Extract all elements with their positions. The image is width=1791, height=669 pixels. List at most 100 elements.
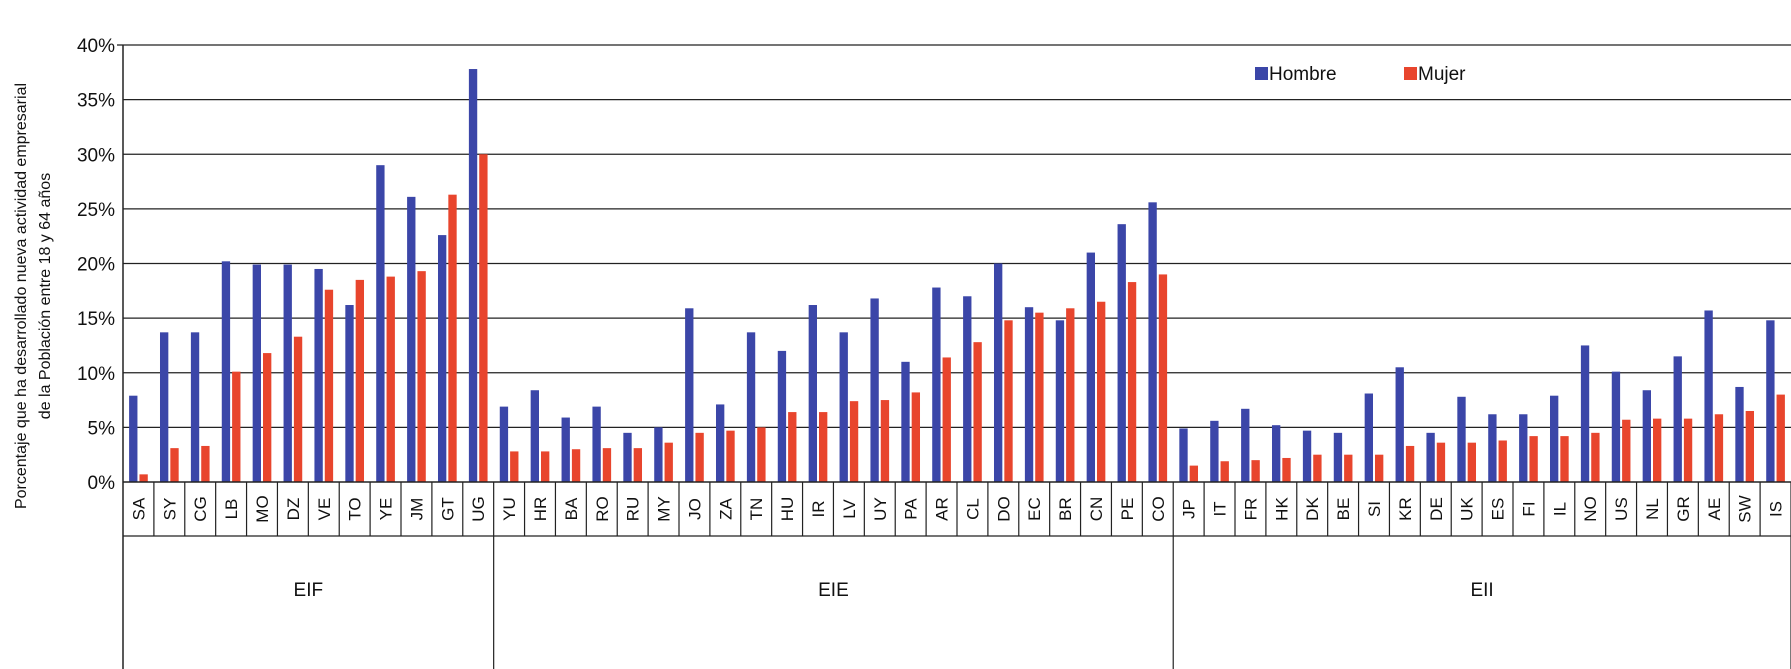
bar-mujer-dz (293, 336, 303, 482)
bar-hombre-uk (1457, 396, 1466, 482)
category-label: VE (315, 498, 334, 521)
category-label: US (1612, 497, 1631, 521)
bar-hombre-fr (1241, 408, 1250, 482)
bar-mujer-it (1220, 461, 1229, 482)
bar-mujer-nl (1653, 418, 1662, 482)
category-label: ZA (716, 497, 735, 519)
bar-mujer-br (1066, 308, 1075, 482)
category-label: DK (1303, 497, 1322, 521)
bar-hombre-ye (376, 165, 385, 483)
category-label: JM (407, 498, 426, 521)
group-label: EII (1470, 580, 1493, 601)
bar-hombre-ae (1704, 310, 1713, 482)
legend-swatch-hombre (1255, 67, 1268, 80)
bar-hombre-us (1611, 371, 1621, 482)
category-label: TO (346, 497, 365, 520)
category-label: IL (1550, 502, 1569, 516)
bar-hombre-mo (252, 264, 261, 482)
category-label: LV (840, 499, 859, 519)
group-label: EIE (818, 580, 849, 601)
category-label: DO (994, 496, 1013, 522)
category-label: FR (1241, 498, 1260, 521)
bar-mujer-si (1375, 454, 1384, 482)
bar-mujer-ae (1714, 414, 1724, 482)
group-labels: EIF EIE EII (294, 580, 1494, 601)
category-label: DE (1427, 497, 1446, 521)
bar-hombre-cg (190, 332, 200, 482)
category-label: YU (500, 497, 519, 521)
category-label: AR (933, 497, 952, 521)
bar-hombre-hk (1271, 425, 1281, 482)
bar-mujer-ir (819, 412, 828, 482)
category-label: CG (191, 496, 210, 522)
bar-hombre-lb (221, 261, 231, 482)
bar-hombre-fi (1519, 414, 1528, 482)
category-label: YE (377, 498, 396, 521)
bar-mujer-ec (1035, 312, 1044, 482)
category-label: KR (1396, 497, 1415, 521)
y-tick-label: 5% (88, 418, 116, 439)
category-label: RU (624, 497, 643, 522)
category-label: JO (685, 498, 704, 520)
bar-hombre-ru (623, 432, 632, 482)
bar-hombre-gr (1673, 356, 1682, 482)
bar-mujer-pe (1127, 282, 1137, 482)
category-label: FI (1519, 501, 1538, 516)
bar-mujer-ar (942, 357, 951, 482)
y-tick-labels: 0% 5% 10% 15% 20% 25% 30% 35% 40% (77, 36, 115, 494)
bar-hombre-jm (407, 196, 416, 483)
bar-hombre-ro (592, 406, 601, 482)
category-label: IS (1767, 501, 1786, 517)
y-tick-label: 20% (77, 255, 115, 276)
bar-hombre-dz (283, 264, 292, 482)
category-label: DZ (284, 498, 303, 521)
category-label: UK (1458, 497, 1477, 521)
bar-hombre-ir (808, 305, 817, 482)
bar-hombre-hu (777, 350, 787, 482)
bar-mujer-fi (1529, 436, 1538, 482)
bar-mujer-no (1591, 432, 1600, 482)
bar-hombre-pa (901, 361, 910, 482)
group-label: EIF (294, 580, 324, 601)
bar-hombre-nl (1642, 390, 1651, 482)
bar-hombre-no (1580, 345, 1590, 482)
bar-hombre-pe (1117, 224, 1126, 483)
bar-mujer-lb (232, 371, 241, 482)
category-label: LB (222, 499, 241, 520)
bar-hombre-uy (870, 298, 879, 482)
bar-hombre-co (1148, 202, 1157, 482)
bar-hombre-lv (839, 332, 848, 482)
bar-mujer-ye (386, 276, 395, 482)
bar-hombre-tn (746, 332, 756, 482)
bar-hombre-ug (468, 69, 478, 482)
bar-mujer-uk (1467, 442, 1477, 482)
category-label: SW (1736, 495, 1755, 522)
y-tick-label: 0% (88, 473, 116, 494)
bar-hombre-ba (561, 417, 570, 482)
bar-mujer-co (1158, 274, 1168, 482)
y-tick-label: 25% (77, 200, 115, 221)
y-axis-label: Porcentaje que ha desarrollado nueva act… (13, 83, 54, 509)
bar-mujer-cg (201, 445, 210, 482)
category-label: SA (129, 497, 148, 520)
bar-hombre-yu (499, 406, 509, 482)
y-axis-label-line-1: Porcentaje que ha desarrollado nueva act… (13, 83, 30, 509)
bar-mujer-sw (1745, 410, 1755, 482)
bar-mujer-jp (1189, 465, 1199, 482)
bar-hombre-cl (963, 296, 972, 482)
category-label: PA (902, 498, 921, 520)
bar-mujer-do (1004, 320, 1013, 482)
bar-mujer-kr (1405, 445, 1415, 482)
bar-mujer-hr (541, 451, 550, 482)
bar-hombre-hr (530, 390, 539, 482)
category-label: RO (593, 496, 612, 522)
bar-mujer-de (1436, 442, 1446, 482)
category-label: NO (1581, 496, 1600, 522)
category-label: BA (562, 497, 581, 520)
y-tick-label: 35% (77, 91, 115, 112)
bar-mujer-to (355, 279, 365, 482)
bar-mujer-sa (139, 474, 148, 482)
bar-hombre-cn (1086, 252, 1095, 482)
category-label: GT (438, 497, 457, 521)
